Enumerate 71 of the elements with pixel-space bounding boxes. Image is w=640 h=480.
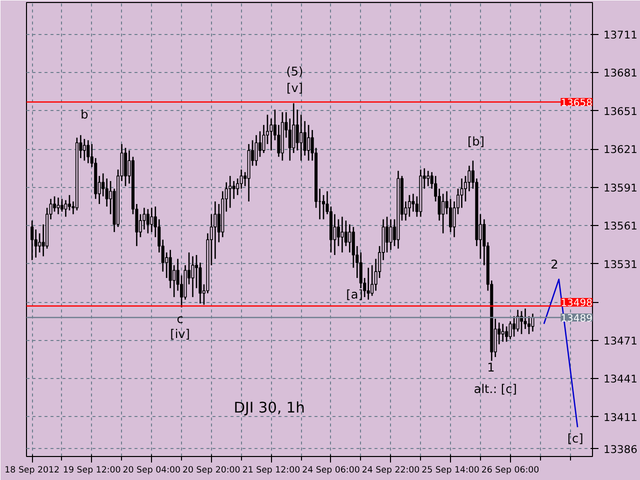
- y-tick-label: 13681: [604, 66, 638, 80]
- annotation: (5): [286, 64, 304, 78]
- candlestick: [307, 124, 310, 162]
- candlestick: [228, 175, 232, 208]
- candlestick: [146, 208, 150, 234]
- candlestick: [340, 216, 344, 254]
- candlestick: [86, 140, 90, 164]
- candlestick: [512, 316, 516, 338]
- candlestick: [64, 200, 68, 218]
- y-tick-label: 13411: [604, 410, 638, 424]
- candlestick: [516, 309, 520, 332]
- candlestick: [442, 193, 445, 234]
- candlestick: [386, 216, 389, 254]
- candlestick: [531, 313, 534, 332]
- candlestick: [82, 138, 86, 162]
- x-tick-label: 21 Sep 12:00: [242, 466, 300, 476]
- annotation: [a]: [346, 288, 363, 302]
- x-tick-label: 19 Sep 12:00: [62, 466, 121, 476]
- candlestick: [366, 267, 370, 300]
- annotation: [b]: [467, 134, 484, 149]
- candlestick: [408, 194, 411, 218]
- candlestick: [38, 232, 42, 254]
- y-tick-label: 13591: [604, 181, 638, 194]
- y-tick-label: 13711: [604, 28, 638, 42]
- candlestick: [505, 326, 508, 342]
- candlestick: [191, 256, 194, 298]
- annotation: 2: [550, 257, 558, 272]
- candlestick: [150, 207, 154, 233]
- y-tick-label: 13651: [604, 104, 638, 118]
- x-tick-label: 18 Sep 2012: [4, 466, 60, 476]
- x-tick-label: 26 Sep 06:00: [481, 466, 540, 476]
- x-tick-label: 20 Sep 20:00: [182, 466, 240, 476]
- annotation: [iv]: [170, 327, 190, 342]
- candlestick: [348, 224, 352, 254]
- candlestick: [426, 170, 430, 187]
- candlestick: [232, 180, 236, 200]
- candlestick: [60, 198, 64, 212]
- candlestick: [56, 196, 60, 215]
- candlestick: [240, 168, 243, 190]
- annotation: [c]: [567, 432, 584, 446]
- candlestick: [53, 196, 56, 212]
- x-tick-label: 20 Sep 04:00: [122, 466, 181, 476]
- y-tick-label: 13441: [604, 372, 638, 386]
- x-tick-label: 24 Sep 06:00: [302, 466, 360, 476]
- candlestick: [254, 134, 258, 166]
- y-tick-label: 13471: [604, 334, 638, 348]
- annotation: b: [80, 108, 88, 122]
- candlestick: [501, 323, 504, 342]
- y-tick-label: 13621: [604, 143, 638, 156]
- ref-line-label: 13498: [560, 298, 592, 310]
- y-tick-label: 13561: [604, 220, 638, 233]
- annotation: alt.: [c]: [474, 382, 517, 396]
- candlestick: [30, 220, 34, 261]
- candlestick: [524, 308, 527, 330]
- x-tick-label: 24 Sep 22:00: [362, 466, 420, 476]
- candlestick: [412, 193, 415, 212]
- candlestick: [303, 120, 306, 156]
- candlestick: [389, 218, 392, 251]
- x-tick-label: 25 Sep 14:00: [422, 466, 480, 476]
- y-tick-label: 13531: [604, 258, 638, 271]
- candlestick: [124, 147, 128, 187]
- text: DJI 30, 1h: [234, 400, 305, 416]
- annotation: 1: [487, 360, 495, 375]
- candlestick: [300, 114, 303, 162]
- candlestick: [270, 118, 273, 152]
- candlestick: [333, 214, 336, 256]
- candlestick: [258, 130, 262, 158]
- y-tick-label: 13386: [604, 442, 638, 456]
- candlestick: [68, 194, 71, 212]
- annotation: c: [176, 312, 184, 326]
- annotation: [v]: [286, 80, 303, 95]
